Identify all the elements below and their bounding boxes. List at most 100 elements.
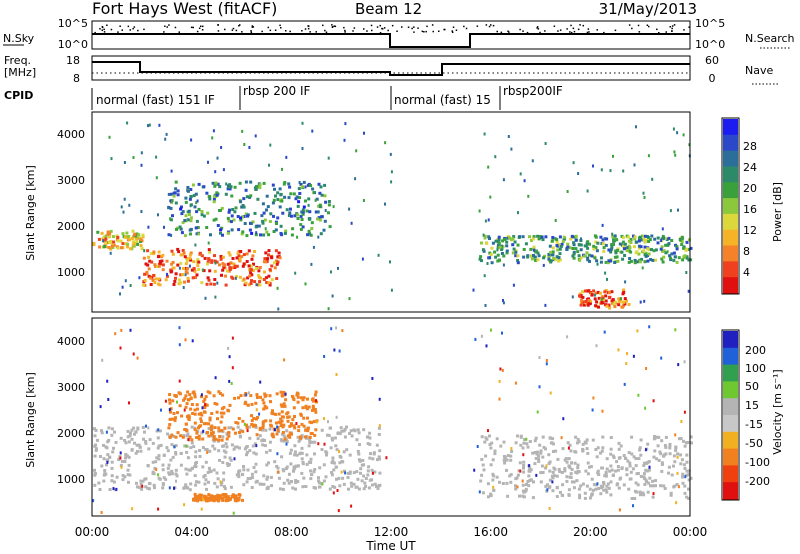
velocity-cell <box>227 463 231 466</box>
noise-dot <box>476 25 479 27</box>
power-cell <box>124 279 127 283</box>
velocity-cell <box>654 484 657 488</box>
velocity-cell <box>112 446 115 450</box>
power-cell <box>282 182 286 186</box>
power-cell <box>643 196 646 199</box>
power-cell <box>196 264 200 268</box>
velocity-cell <box>308 420 312 424</box>
power-cell <box>274 249 278 253</box>
power-cell <box>201 268 204 272</box>
velocity-cell <box>635 490 639 494</box>
velocity-cell <box>215 471 219 475</box>
velocity-cell <box>232 511 235 515</box>
power-cell <box>110 244 114 248</box>
power-cell <box>689 258 693 262</box>
velocity-cell <box>220 438 224 442</box>
velocity-cell <box>215 495 219 498</box>
velocity-cell <box>632 354 635 358</box>
power-cell <box>479 255 483 259</box>
velocity-cell <box>204 448 208 451</box>
velocity-cell <box>271 435 275 439</box>
velocity-cell <box>602 482 606 486</box>
power-cell <box>384 141 387 145</box>
noise-dot <box>637 24 640 27</box>
velocity-cell <box>241 419 245 423</box>
velocity-cell <box>317 476 320 480</box>
power-cell <box>121 285 124 289</box>
velocity-cell <box>223 487 227 491</box>
velocity-cell <box>656 444 660 448</box>
power-cell <box>171 214 174 218</box>
power-cell <box>327 203 331 207</box>
velocity-cell <box>603 330 606 334</box>
velocity-cell <box>183 503 186 507</box>
power-cell <box>202 185 206 189</box>
velocity-cell <box>184 405 188 409</box>
velocity-cell <box>166 432 170 436</box>
power-cell <box>610 301 614 305</box>
power-cell <box>512 235 516 239</box>
velocity-cell <box>342 450 346 454</box>
velocity-cell <box>158 429 162 433</box>
velocity-cell <box>536 410 539 414</box>
power-cell <box>604 299 608 303</box>
velocity-cell <box>157 507 160 511</box>
velocity-cell <box>607 486 611 490</box>
velocity-cell <box>193 428 197 432</box>
velocity-cell <box>206 471 210 474</box>
power-cell <box>230 228 234 232</box>
power-cell <box>664 251 668 255</box>
velocity-cell <box>216 477 220 481</box>
power-cell <box>643 260 647 264</box>
power-cell <box>279 224 283 228</box>
noise-dot <box>391 24 394 27</box>
velocity-cell <box>343 435 347 439</box>
power-cell <box>231 257 235 260</box>
velocity-cell <box>362 474 366 478</box>
velocity-cell <box>288 431 292 435</box>
power-cell <box>318 203 322 207</box>
power-cell <box>688 143 691 147</box>
velocity-cell <box>474 337 477 341</box>
power-cell <box>274 228 278 232</box>
power-colorbar-swatch <box>723 277 738 294</box>
velocity-cell <box>664 445 668 449</box>
power-cell <box>270 264 274 268</box>
velocity-cell <box>533 439 537 443</box>
power-cell <box>189 227 193 231</box>
velocity-cell <box>620 467 624 471</box>
power-cell <box>285 155 288 159</box>
power-cell <box>242 215 246 218</box>
velocity-cell <box>609 452 613 456</box>
velocity-cell <box>514 484 517 488</box>
power-cell <box>537 254 541 258</box>
power-cell <box>154 277 158 281</box>
power-cell <box>228 183 232 187</box>
power-cell <box>220 226 224 230</box>
velocity-cell <box>360 463 364 467</box>
velocity-cell <box>522 460 526 464</box>
power-cell <box>143 279 147 282</box>
velocity-cell <box>100 464 104 468</box>
power-cell <box>625 249 629 253</box>
power-cell <box>302 180 306 184</box>
velocity-cell <box>644 448 647 452</box>
velocity-cell <box>207 493 211 497</box>
velocity-cell <box>663 487 667 490</box>
velocity-cell <box>591 438 595 442</box>
power-cell <box>242 197 246 201</box>
noise-dot <box>133 26 136 28</box>
velocity-cell <box>548 436 552 440</box>
velocity-cell <box>200 393 203 397</box>
power-cell <box>152 250 156 254</box>
velocity-cell <box>197 434 201 438</box>
velocity-cell <box>188 488 192 492</box>
velocity-cell <box>519 469 522 473</box>
velocity-cell <box>488 434 491 438</box>
velocity-cell <box>576 441 579 445</box>
noise-dot <box>285 30 287 32</box>
power-cell <box>254 233 258 237</box>
power-cell <box>194 226 198 230</box>
power-cell <box>186 218 190 222</box>
